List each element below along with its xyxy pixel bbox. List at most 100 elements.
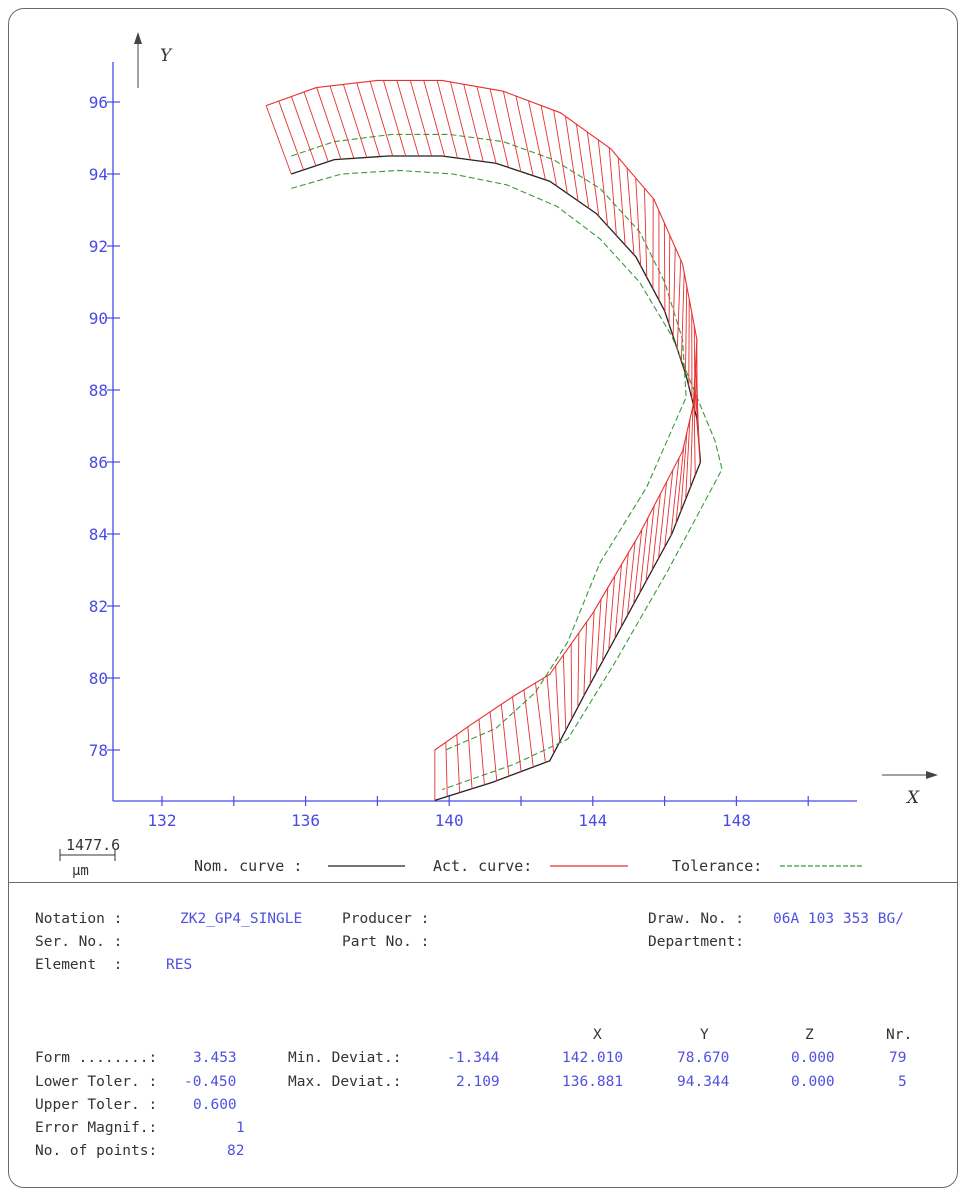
deviation-hatch bbox=[570, 643, 573, 719]
deviation-hatch bbox=[670, 457, 680, 536]
deviation-hatch bbox=[396, 80, 420, 157]
deviation-hatch bbox=[467, 726, 473, 789]
x-tick-label: 140 bbox=[435, 811, 464, 830]
deviation-hatch bbox=[626, 167, 635, 255]
deviation-hatch bbox=[645, 505, 655, 582]
col-x-header: X bbox=[593, 1027, 602, 1043]
deviation-hatch bbox=[583, 621, 588, 696]
deviation-hatch bbox=[303, 91, 329, 162]
deviation-hatch bbox=[597, 139, 609, 226]
deviation-hatch bbox=[577, 632, 580, 708]
deviation-hatch bbox=[694, 379, 701, 464]
deviation-hatch bbox=[528, 100, 546, 180]
notation-value: ZK2_GP4_SINGLE bbox=[180, 911, 303, 927]
series-act-curve-line bbox=[265, 79, 698, 751]
deviation-hatch bbox=[693, 325, 696, 412]
x-tick-label: 144 bbox=[578, 811, 607, 830]
deviation-hatch bbox=[523, 689, 534, 768]
deviation-hatch bbox=[445, 742, 448, 797]
producer-label: Producer : bbox=[342, 911, 430, 927]
deviation-hatch bbox=[586, 131, 600, 217]
deviation-hatch bbox=[409, 80, 433, 157]
error-magnif-label: Error Magnif.: bbox=[35, 1120, 158, 1136]
deviation-hatch bbox=[664, 469, 674, 548]
col-y-header: Y bbox=[700, 1027, 709, 1043]
deviation-hatch bbox=[476, 86, 497, 164]
deviation-hatch bbox=[316, 87, 342, 160]
deviation-hatch bbox=[695, 365, 700, 451]
lower-toler-label: Lower Toler. : bbox=[35, 1074, 158, 1090]
deviation-hatch bbox=[689, 406, 694, 488]
upper-toler-label: Upper Toler. : bbox=[35, 1097, 158, 1113]
deviation-hatch bbox=[553, 110, 568, 194]
deviation-hatch bbox=[436, 80, 458, 159]
ser-no-label: Ser. No. : bbox=[35, 934, 123, 950]
deviation-hatch bbox=[595, 599, 602, 673]
deviation-hatch bbox=[512, 696, 522, 772]
y-tick-label: 96 bbox=[89, 93, 108, 112]
deviation-hatch bbox=[329, 85, 355, 159]
y-tick-label: 80 bbox=[89, 669, 108, 688]
y-tick-label: 86 bbox=[89, 453, 108, 472]
x-axis-title: X bbox=[905, 788, 920, 808]
deviation-hatch bbox=[450, 81, 471, 160]
y-arrow-head bbox=[134, 32, 142, 44]
y-tick-label: 82 bbox=[89, 597, 108, 616]
deviation-hatch bbox=[685, 285, 688, 374]
deviation-hatch bbox=[562, 654, 567, 731]
no-of-points-value: 82 bbox=[227, 1143, 245, 1159]
series-tolerance-upper-line bbox=[291, 133, 687, 751]
legend-label: Act. curve: bbox=[433, 857, 532, 875]
element-value: RES bbox=[166, 957, 193, 973]
notation-label: Notation : bbox=[35, 911, 123, 927]
x-tick-label: 148 bbox=[722, 811, 751, 830]
y-tick-label: 78 bbox=[89, 741, 108, 760]
deviation-hatch bbox=[489, 711, 498, 781]
deviation-hatch bbox=[489, 88, 509, 168]
col-z-header: Z bbox=[805, 1027, 814, 1043]
max-deviat-y: 94.344 bbox=[677, 1074, 730, 1090]
deviation-hatch bbox=[620, 552, 629, 628]
min-deviat-label: Min. Deviat.: bbox=[288, 1050, 402, 1066]
part-no-label: Part No. : bbox=[342, 934, 430, 950]
deviation-hatch bbox=[589, 610, 595, 685]
y-axis-title: Y bbox=[160, 46, 173, 66]
legend-label: Nom. curve : bbox=[194, 857, 302, 875]
col-nr-header: Nr. bbox=[886, 1027, 913, 1043]
y-tick-label: 92 bbox=[89, 237, 108, 256]
deviation-hatch bbox=[555, 665, 561, 742]
deviation-hatch bbox=[546, 675, 555, 754]
max-deviat-x: 136.881 bbox=[562, 1074, 624, 1090]
department-label: Department: bbox=[648, 934, 745, 950]
error-magnif-value: 1 bbox=[236, 1120, 245, 1136]
deviation-hatch bbox=[575, 124, 590, 209]
deviation-hatch bbox=[463, 84, 484, 162]
deviation-hatch bbox=[608, 147, 617, 236]
deviation-hatch bbox=[608, 576, 616, 651]
deviation-hatch bbox=[639, 517, 649, 593]
y-tick-label: 88 bbox=[89, 381, 108, 400]
deviation-hatch bbox=[626, 541, 636, 616]
scale-unit: μm bbox=[72, 863, 89, 879]
deviation-hatch bbox=[500, 704, 510, 777]
deviation-hatch bbox=[535, 682, 546, 763]
x-tick-label: 136 bbox=[291, 811, 320, 830]
deviation-hatch bbox=[644, 188, 648, 278]
series-nom-curve-line bbox=[291, 155, 702, 802]
form-deviation-chart: 78 80 82 84 86 88 90 92 94 96 132 136 140 144 148 Y X 147… bbox=[59, 32, 938, 879]
deviation-hatch bbox=[456, 734, 461, 793]
y-tick-label: 84 bbox=[89, 525, 108, 544]
deviation-hatch bbox=[356, 82, 381, 157]
max-deviat-nr: 5 bbox=[898, 1074, 907, 1090]
deviation-hatch bbox=[540, 105, 558, 187]
deviation-hatch bbox=[565, 116, 579, 201]
deviation-hatch bbox=[676, 259, 682, 349]
draw-no-label: Draw. No. : bbox=[648, 911, 745, 927]
deviation-hatch bbox=[675, 445, 685, 524]
report-frame bbox=[8, 8, 958, 1188]
min-deviat-nr: 79 bbox=[889, 1050, 907, 1066]
deviation-hatch bbox=[342, 84, 368, 158]
series-tolerance-lower-line bbox=[291, 169, 723, 791]
deviation-hatch bbox=[635, 177, 642, 266]
form-value: 3.453 bbox=[193, 1050, 237, 1066]
